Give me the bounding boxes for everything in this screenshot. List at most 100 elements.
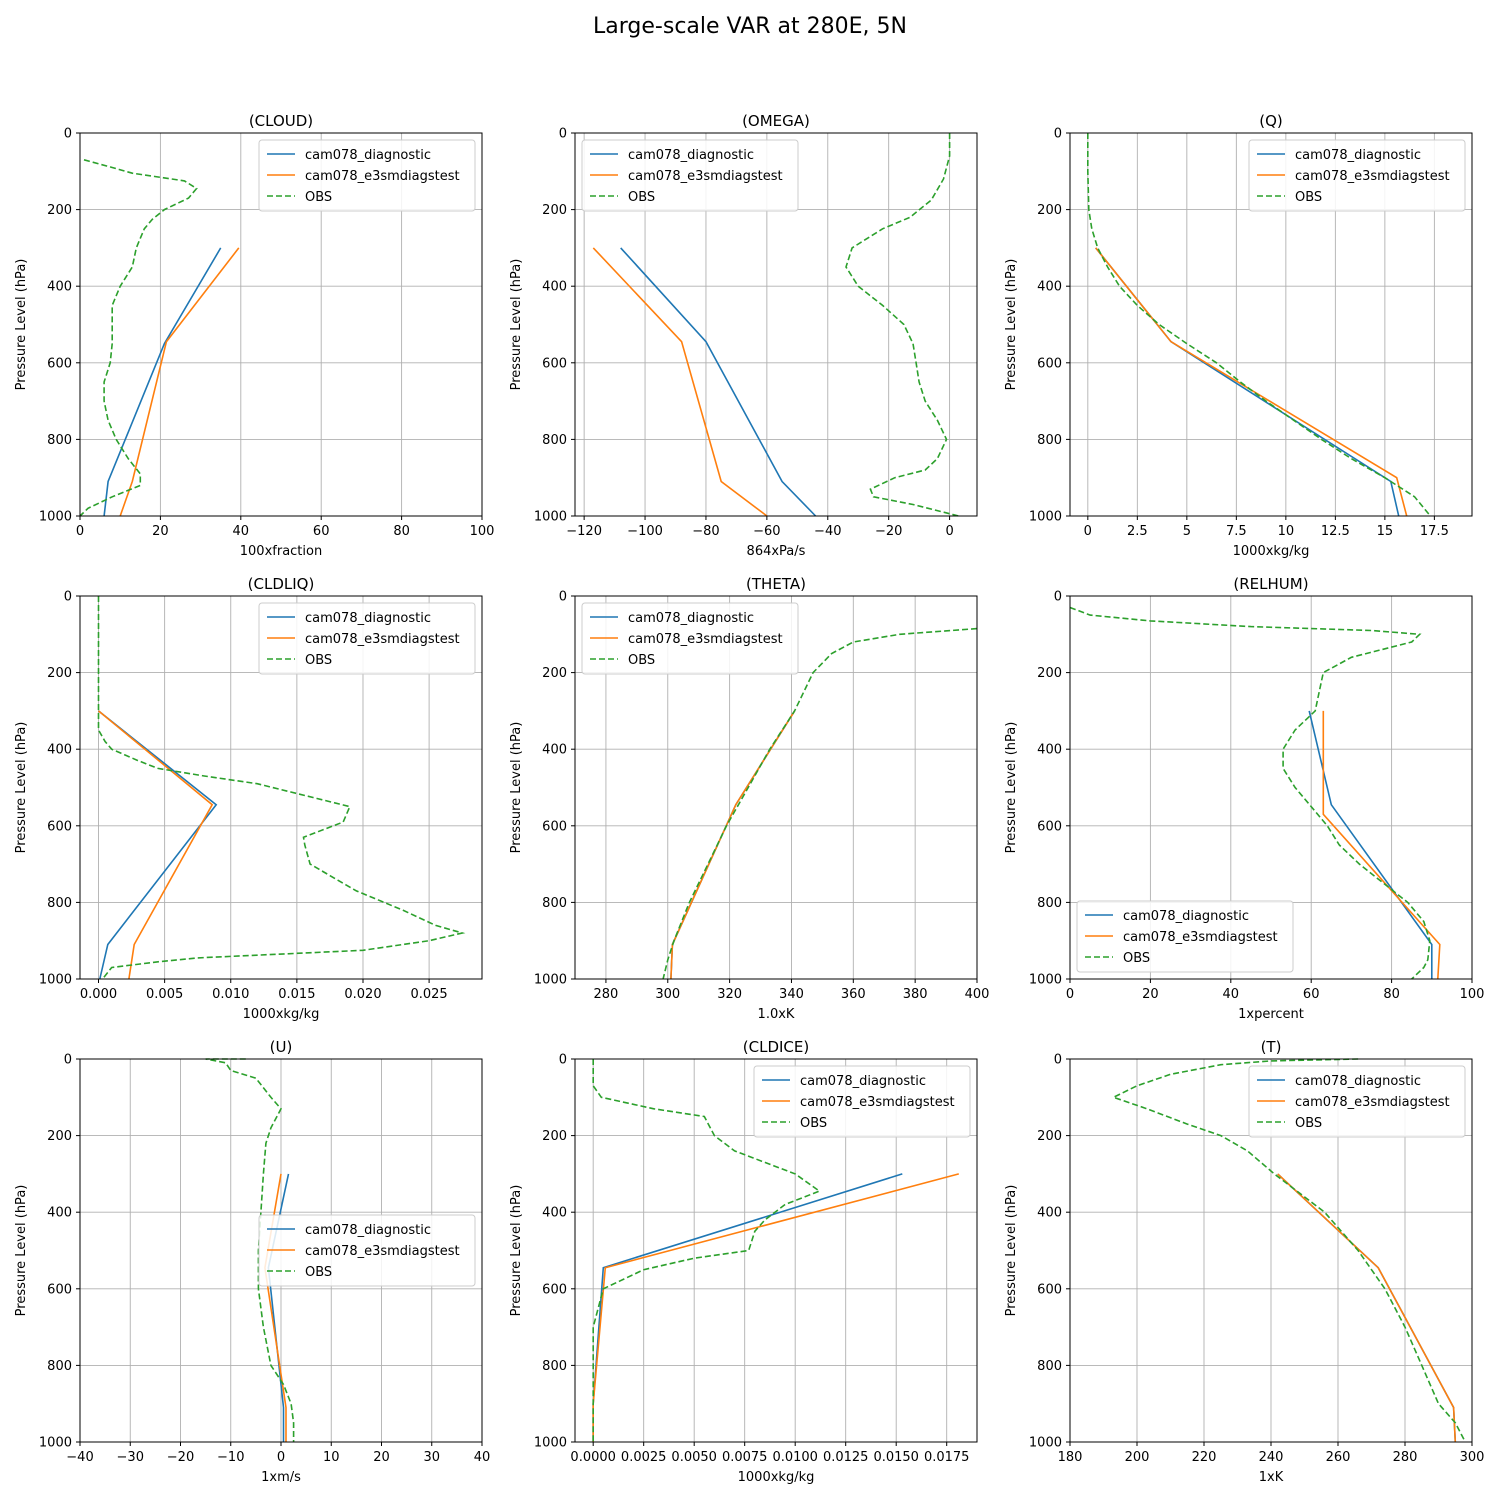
y-tick-label: 0: [64, 1053, 72, 1068]
x-tick-label: 400: [965, 987, 990, 1002]
y-tick-label: 600: [1037, 819, 1062, 834]
y-tick-label: 1000: [39, 510, 72, 525]
legend-label: OBS: [305, 190, 332, 205]
axes-frame: [1069, 132, 1473, 517]
legend-box: [258, 1214, 476, 1287]
x-tick-label: 60: [1303, 987, 1320, 1002]
series-line-cam078_diagnostic: [592, 1173, 903, 1442]
axes-frame: [574, 132, 978, 517]
series-line-cam078_diagnostic: [1277, 1173, 1457, 1443]
panel-title: (Q): [1259, 112, 1283, 130]
x-tick-label: 0: [945, 524, 953, 539]
axes-frame: [79, 595, 483, 980]
legend-label: cam078_e3smdiagstest: [305, 632, 460, 647]
panel-title: (T): [1261, 1038, 1282, 1056]
y-tick-label: 600: [542, 1282, 567, 1297]
x-axis-label: 1000xkg/kg: [1233, 544, 1310, 559]
x-tick-label: 380: [903, 987, 928, 1002]
x-tick-label: 30: [423, 1450, 440, 1465]
x-tick-label: 17.5: [1420, 524, 1449, 539]
axes-frame: [79, 132, 483, 517]
x-tick-label: −20: [167, 1450, 194, 1465]
panel-title: (CLDLIQ): [248, 575, 315, 593]
series-line-obs: [79, 159, 198, 517]
y-axis-label: Pressure Level (hPa): [509, 259, 524, 391]
x-axis-label: 1xm/s: [261, 1470, 301, 1485]
x-axis-label: 1000xkg/kg: [738, 1470, 815, 1485]
panel-t: 180 200 220 240 260 280 300 0 200 400 600 800 1000 (T…: [1004, 1038, 1484, 1485]
y-axis-label: Pressure Level (hPa): [1004, 1185, 1019, 1317]
x-tick-label: 0: [76, 524, 84, 539]
series-line-obs: [1087, 133, 1432, 517]
y-tick-label: 0: [559, 590, 567, 605]
y-tick-label: 400: [1037, 743, 1062, 758]
x-tick-label: 80: [1383, 987, 1400, 1002]
x-tick-label: 0.025: [410, 987, 447, 1002]
legend: cam078_diagnostic cam078_e3smdiagstest OBS: [1076, 900, 1294, 973]
legend: cam078_diagnostic cam078_e3smdiagstest OBS: [753, 1065, 971, 1138]
y-tick-label: 800: [47, 896, 72, 911]
legend-label: cam078_e3smdiagstest: [628, 169, 783, 184]
x-tick-label: 40: [233, 524, 250, 539]
y-tick-label: 200: [1037, 203, 1062, 218]
panel-title: (OMEGA): [742, 112, 810, 130]
legend-label: cam078_diagnostic: [305, 1223, 431, 1238]
y-axis-label: Pressure Level (hPa): [509, 722, 524, 854]
x-tick-label: 0.010: [212, 987, 249, 1002]
x-tick-label: 0.0050: [671, 1450, 717, 1465]
y-tick-label: 800: [1037, 433, 1062, 448]
y-tick-label: 600: [542, 819, 567, 834]
y-tick-label: 800: [1037, 1359, 1062, 1374]
axes-frame: [1069, 595, 1473, 980]
series-line-cam078_diagnostic: [98, 710, 218, 980]
y-tick-label: 800: [47, 433, 72, 448]
x-tick-label: −30: [117, 1450, 144, 1465]
y-tick-label: 400: [1037, 280, 1062, 295]
x-tick-label: 40: [474, 1450, 491, 1465]
series-line-cam078_e3smdiagstest: [1277, 1173, 1457, 1443]
legend-label: cam078_diagnostic: [305, 611, 431, 626]
x-tick-label: −40: [814, 524, 841, 539]
x-tick-label: 10: [1278, 524, 1295, 539]
y-tick-label: 200: [542, 1129, 567, 1144]
x-axis-label: 1xK: [1259, 1470, 1284, 1485]
y-tick-label: 200: [1037, 666, 1062, 681]
x-tick-label: 2.5: [1127, 524, 1148, 539]
x-tick-label: 0: [1066, 987, 1074, 1002]
axes-frame: [574, 1058, 978, 1443]
series-line-obs: [662, 627, 978, 980]
x-tick-label: 12.5: [1321, 524, 1350, 539]
panel-title: (THETA): [746, 575, 806, 593]
y-tick-label: 0: [64, 127, 72, 142]
legend-label: OBS: [628, 653, 655, 668]
y-tick-label: 200: [47, 666, 72, 681]
x-tick-label: 60: [313, 524, 330, 539]
series-line-cam078_e3smdiagstest: [592, 247, 768, 517]
legend: cam078_diagnostic cam078_e3smdiagstest OBS: [1248, 1065, 1466, 1138]
y-tick-label: 200: [47, 203, 72, 218]
legend-label: cam078_diagnostic: [305, 148, 431, 163]
x-tick-label: 280: [594, 987, 619, 1002]
y-tick-label: 1000: [534, 510, 567, 525]
legend: cam078_diagnostic cam078_e3smdiagstest OBS: [258, 1214, 476, 1287]
y-tick-label: 1000: [39, 1436, 72, 1451]
y-tick-label: 400: [1037, 1206, 1062, 1221]
panel-theta: 280 300 320 340 360 380 400 0 200 400 600 800 1000 (T…: [509, 575, 989, 1022]
y-tick-label: 400: [542, 280, 567, 295]
series-line-cam078_e3smdiagstest: [119, 247, 240, 517]
y-tick-label: 0: [64, 590, 72, 605]
x-tick-label: 10: [323, 1450, 340, 1465]
panel-cldliq: 0.000 0.005 0.010 0.015 0.020 0.025 0 200 400 600…: [14, 575, 483, 1022]
legend-box: [258, 602, 476, 675]
legend-label: cam078_diagnostic: [1295, 148, 1421, 163]
y-tick-label: 1000: [534, 1436, 567, 1451]
legend-label: cam078_e3smdiagstest: [628, 632, 783, 647]
y-tick-label: 600: [542, 356, 567, 371]
series-line-obs: [1111, 1058, 1467, 1443]
y-tick-label: 600: [47, 819, 72, 834]
y-tick-label: 800: [1037, 896, 1062, 911]
y-tick-label: 0: [559, 127, 567, 142]
legend-label: cam078_e3smdiagstest: [1295, 169, 1450, 184]
x-tick-label: 180: [1058, 1450, 1083, 1465]
y-tick-label: 800: [47, 1359, 72, 1374]
